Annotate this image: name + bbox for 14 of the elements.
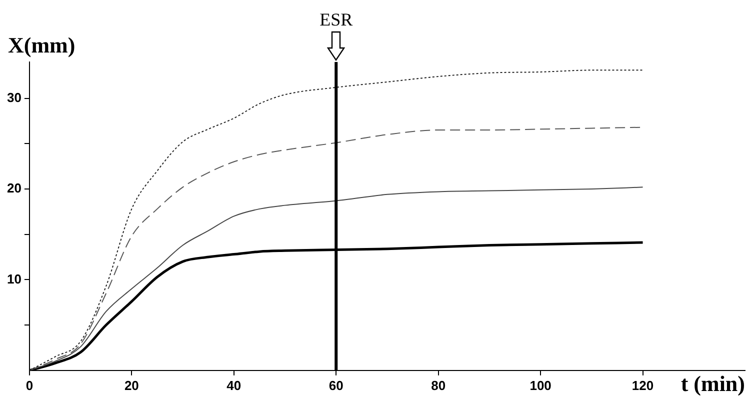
y-tick-label: 30 xyxy=(6,90,22,105)
y-tick-label: 20 xyxy=(6,180,22,196)
x-tick-label: 80 xyxy=(431,378,446,393)
y-axis-title: X(mm) xyxy=(8,32,76,58)
x-tick-label: 20 xyxy=(124,378,139,393)
x-tick-label: 120 xyxy=(632,378,654,393)
line-series xyxy=(29,70,644,370)
x-tick-label: 40 xyxy=(226,378,242,393)
y-tick-label: 10 xyxy=(6,271,22,286)
x-axis-title: t (min) xyxy=(680,371,745,396)
x-tick-label: 0 xyxy=(26,378,34,393)
ref-line-label: ESR xyxy=(320,10,353,30)
x-tick-label: 60 xyxy=(328,378,344,393)
x-tick-label: 100 xyxy=(530,378,552,393)
